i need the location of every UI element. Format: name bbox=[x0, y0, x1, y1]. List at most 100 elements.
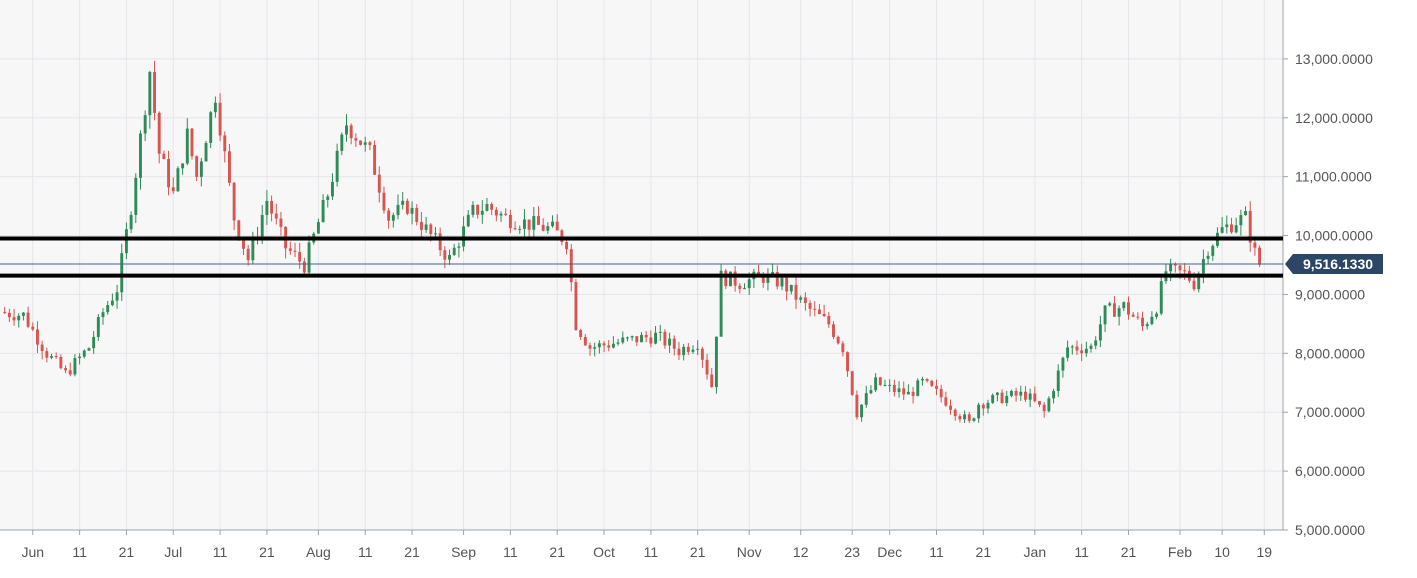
candle-body bbox=[817, 309, 821, 314]
candle-body bbox=[766, 274, 770, 283]
candle-body bbox=[167, 159, 171, 188]
candle-body bbox=[1028, 393, 1032, 400]
y-tick-label: 12,000.0000 bbox=[1295, 110, 1373, 126]
y-tick-label: 5,000.0000 bbox=[1295, 522, 1365, 538]
candle-body bbox=[223, 135, 227, 152]
candle-body bbox=[363, 142, 367, 145]
plot-area bbox=[0, 0, 1283, 530]
candle-body bbox=[668, 338, 672, 346]
candle-body bbox=[139, 133, 142, 178]
candle-body bbox=[616, 342, 620, 344]
candle-body bbox=[551, 221, 554, 227]
candle-body bbox=[822, 313, 826, 317]
x-tick-label: Jun bbox=[21, 544, 44, 560]
candle-body bbox=[724, 270, 728, 287]
candle-body bbox=[1258, 247, 1262, 265]
candle-body bbox=[700, 348, 704, 360]
candle-body bbox=[213, 102, 217, 113]
candle-body bbox=[1112, 303, 1116, 317]
candle-body bbox=[1084, 348, 1088, 354]
candle-body bbox=[50, 356, 53, 358]
candle-body bbox=[1136, 316, 1140, 318]
candle-body bbox=[1211, 245, 1215, 256]
x-tick-label: 21 bbox=[404, 544, 420, 560]
candle-body bbox=[227, 151, 231, 183]
candle-body bbox=[771, 272, 775, 275]
candle-body bbox=[382, 192, 386, 211]
candle-body bbox=[438, 233, 442, 251]
candle-body bbox=[462, 226, 466, 247]
candle-body bbox=[199, 161, 203, 177]
candle-body bbox=[401, 200, 405, 205]
candle-body bbox=[129, 214, 133, 230]
candle-body bbox=[1014, 390, 1018, 396]
candle-body bbox=[1000, 392, 1004, 404]
candle-body bbox=[920, 378, 924, 381]
candle-body bbox=[190, 128, 194, 157]
candle-body bbox=[162, 153, 166, 160]
candle-body bbox=[106, 305, 110, 313]
candle-body bbox=[1117, 308, 1121, 317]
x-tick-label: Jan bbox=[1024, 544, 1047, 560]
candle-body bbox=[1122, 302, 1126, 309]
candle-body bbox=[96, 317, 100, 337]
candle-body bbox=[761, 275, 765, 283]
candle-body bbox=[677, 348, 681, 356]
x-tick-label: 23 bbox=[844, 544, 860, 560]
x-tick-label: 19 bbox=[1256, 544, 1272, 560]
candle-body bbox=[630, 336, 634, 338]
candle-body bbox=[242, 239, 245, 249]
candle-body bbox=[279, 218, 283, 227]
candle-body bbox=[448, 254, 451, 260]
candle-body bbox=[54, 356, 58, 358]
candle-body bbox=[626, 337, 629, 339]
candle-body bbox=[546, 226, 550, 231]
candle-body bbox=[120, 253, 124, 293]
candle-body bbox=[878, 377, 882, 385]
candle-body bbox=[1192, 280, 1196, 290]
candle-body bbox=[232, 182, 236, 221]
candle-body bbox=[874, 377, 878, 391]
candle-body bbox=[1178, 265, 1182, 271]
candle-body bbox=[1089, 345, 1093, 349]
candle-body bbox=[270, 201, 274, 214]
candle-body bbox=[1033, 393, 1037, 402]
candle-body bbox=[658, 331, 662, 333]
candle-body bbox=[1225, 224, 1229, 228]
candle-body bbox=[396, 204, 400, 216]
candle-body bbox=[682, 346, 686, 356]
candle-body bbox=[775, 272, 779, 287]
candle-body bbox=[218, 102, 222, 136]
candle-body bbox=[293, 250, 297, 252]
candle-body bbox=[747, 279, 751, 289]
candle-body bbox=[508, 214, 512, 229]
candle-body bbox=[555, 221, 559, 231]
candle-body bbox=[1145, 323, 1149, 327]
candle-body bbox=[1070, 346, 1074, 348]
candle-body bbox=[841, 343, 845, 353]
x-tick-label: 21 bbox=[549, 544, 565, 560]
candle-body bbox=[1009, 390, 1013, 396]
x-tick-label: 21 bbox=[976, 544, 992, 560]
x-tick-label: 10 bbox=[1214, 544, 1230, 560]
candle-body bbox=[710, 374, 714, 388]
candle-body bbox=[714, 336, 718, 388]
candle-body bbox=[696, 348, 700, 350]
candle-body bbox=[195, 156, 199, 177]
candle-body bbox=[415, 207, 419, 222]
candle-body bbox=[1141, 317, 1144, 327]
candle-body bbox=[583, 337, 587, 346]
candle-body bbox=[686, 346, 690, 352]
candle-body bbox=[68, 370, 72, 375]
candle-body bbox=[935, 385, 938, 389]
candle-body bbox=[743, 288, 746, 290]
candle-body bbox=[663, 331, 667, 346]
candle-body bbox=[185, 128, 189, 164]
x-tick-label: 11 bbox=[1074, 544, 1089, 560]
candle-body bbox=[87, 348, 91, 351]
x-tick-label: 21 bbox=[259, 544, 275, 560]
candle-body bbox=[757, 271, 761, 276]
candle-body bbox=[981, 404, 985, 409]
